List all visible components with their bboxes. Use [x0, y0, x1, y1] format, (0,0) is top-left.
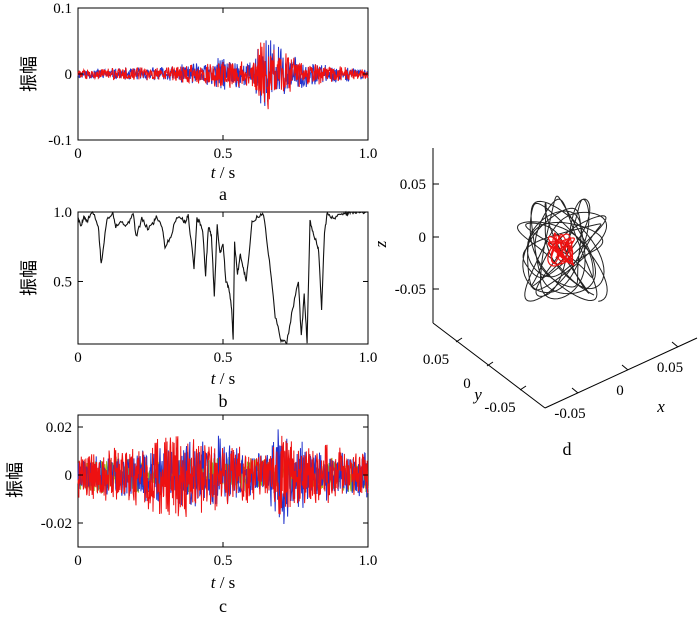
panel-d-caption: d	[563, 439, 572, 459]
panel-c-caption: c	[219, 596, 227, 616]
panel-c-xtick-label: 1.0	[359, 553, 378, 569]
panel-a-xlabel: t / s	[211, 163, 236, 182]
panel-c-xtick-label: 0.5	[214, 553, 233, 569]
panel-d-ytick-mark	[519, 385, 527, 391]
panel-c-series-line	[77, 435, 369, 517]
panel-b-xtick-label: 0	[74, 350, 82, 366]
panel-a-series-line	[77, 42, 369, 110]
panel-b-series	[77, 210, 368, 345]
panel-b-ytick-label: 1.0	[53, 205, 72, 221]
panel-d-xtick-label: -0.05	[554, 406, 585, 422]
panel-b-xlabel: t / s	[211, 369, 236, 388]
panel-b-ylabel: 振幅	[19, 260, 40, 296]
panel-b-ticks: 0 0.5 1.0 0.5 1.0	[53, 205, 377, 366]
panel-d-xtick-label: 0	[616, 383, 624, 399]
panel-a-ylabel: 振幅	[19, 56, 40, 92]
panel-b-series-line	[77, 210, 368, 345]
panel-c-xlabel: t / s	[211, 573, 236, 592]
panel-c-series	[77, 429, 369, 525]
panel-c: 0 0.5 1.0 -0.02 0 0.02 振幅 t / s c	[5, 414, 378, 616]
panel-b-xtick-label: 0.5	[214, 350, 233, 366]
panel-c-ytick-label: 0.02	[46, 420, 72, 436]
panel-d-xtick-mark	[571, 387, 579, 394]
panel-d-ytick-label: 0	[463, 376, 471, 392]
panel-a-ticks: 0 0.5 1.0-0.100.1	[48, 1, 377, 162]
panel-b-xtick-label: 1.0	[359, 350, 378, 366]
panel-d-ytick-mark	[455, 337, 463, 343]
panel-d-y-axis	[432, 322, 546, 409]
panel-a-xtick-label: 0	[74, 146, 82, 162]
panel-c-xlabel-var: t	[211, 573, 217, 592]
panel-c-xlabel-unit: / s	[220, 573, 236, 592]
panel-c-ytick-label: 0	[65, 468, 73, 484]
panel-a-ytick-label: 0	[65, 67, 73, 83]
panel-b-caption: b	[219, 391, 228, 411]
panel-a: 0 0.5 1.0-0.100.1 振幅 t / s a	[19, 1, 377, 204]
panel-a-xlabel-var: t	[211, 163, 217, 182]
panel-d-ytick-label: -0.05	[484, 400, 515, 416]
panel-c-ytick-label: -0.02	[41, 516, 72, 532]
panel-c-ylabel: 振幅	[5, 462, 26, 498]
panel-d-xtick-label: 0.05	[657, 360, 683, 376]
panel-b-xlabel-unit: / s	[220, 369, 236, 388]
panel-d-x-axis	[544, 337, 698, 409]
panel-d-ztick-label: -0.05	[395, 282, 426, 298]
panel-d-axes: -0.05 0 0.05 -0.05 0 0.05 -0.05 0 0.05	[395, 148, 698, 422]
panel-b-xlabel-var: t	[211, 369, 217, 388]
panel-b-ytick-label: 0.5	[53, 274, 72, 290]
panel-d: -0.05 0 0.05 -0.05 0 0.05 -0.05 0 0.05 z y x d	[371, 148, 698, 459]
panel-d-ytick-label: 0.05	[423, 352, 449, 368]
panel-d-series-trajectory	[547, 232, 575, 267]
panel-d-xtick-mark	[621, 364, 629, 371]
panel-b: 0 0.5 1.0 0.5 1.0 振幅 t / s b	[19, 205, 377, 411]
panel-c-ticks: 0 0.5 1.0 -0.02 0 0.02	[41, 415, 378, 569]
panel-d-xtick-mark	[671, 341, 679, 348]
panel-c-xtick-label: 0	[74, 553, 82, 569]
panel-a-caption: a	[219, 184, 227, 204]
panel-a-xtick-label: 0.5	[214, 146, 233, 162]
panel-d-series-trajectory	[517, 195, 608, 302]
panel-d-xlabel: x	[656, 397, 665, 416]
panel-d-ylabel: y	[472, 385, 482, 404]
panel-a-series	[77, 40, 369, 110]
panel-d-ztick-label: 0.05	[400, 177, 426, 193]
panel-a-xlabel-unit: / s	[220, 163, 236, 182]
panel-a-ytick-label: 0.1	[53, 1, 72, 17]
panel-a-ytick-label: -0.1	[48, 133, 72, 149]
panel-d-ytick-mark	[486, 361, 494, 367]
panel-d-series	[517, 195, 608, 302]
panel-d-ztick-label: 0	[419, 230, 427, 246]
panel-a-xtick-label: 1.0	[359, 146, 378, 162]
panel-d-zlabel: z	[371, 240, 390, 248]
